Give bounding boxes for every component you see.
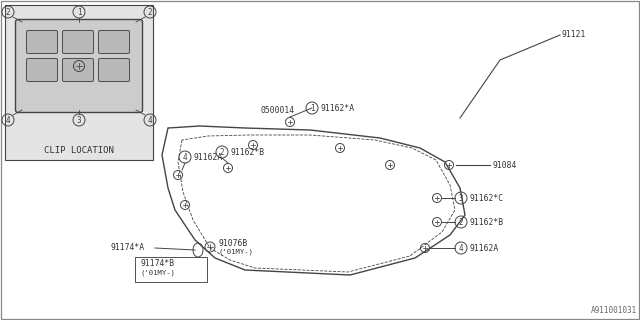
- Text: 2: 2: [459, 218, 463, 227]
- FancyBboxPatch shape: [63, 59, 93, 82]
- FancyBboxPatch shape: [26, 59, 58, 82]
- FancyBboxPatch shape: [99, 30, 129, 53]
- Text: 3: 3: [77, 116, 81, 124]
- Text: 91162*A: 91162*A: [320, 103, 354, 113]
- Text: 91076B: 91076B: [218, 238, 247, 247]
- Text: A911001031: A911001031: [591, 306, 637, 315]
- Text: 2: 2: [6, 7, 10, 17]
- Text: 0500014: 0500014: [260, 106, 294, 115]
- FancyBboxPatch shape: [99, 59, 129, 82]
- Text: 91084: 91084: [492, 161, 516, 170]
- Text: 91174*B: 91174*B: [140, 260, 174, 268]
- Text: 1: 1: [310, 103, 314, 113]
- Text: 91174*A: 91174*A: [110, 243, 144, 252]
- Text: CLIP LOCATION: CLIP LOCATION: [44, 146, 114, 155]
- Bar: [135, 257, 207, 282]
- Text: 2: 2: [220, 148, 224, 156]
- Text: 91121: 91121: [562, 29, 586, 38]
- Text: ('01MY-): ('01MY-): [218, 249, 253, 255]
- Text: 4: 4: [148, 116, 152, 124]
- Text: 91162A: 91162A: [193, 153, 222, 162]
- Text: 91162A: 91162A: [469, 244, 499, 252]
- Text: 2: 2: [148, 7, 152, 17]
- FancyBboxPatch shape: [15, 20, 143, 113]
- Text: 3: 3: [459, 194, 463, 203]
- Text: 91162*B: 91162*B: [469, 218, 503, 227]
- Text: 1: 1: [77, 7, 81, 17]
- Text: 91162*B: 91162*B: [230, 148, 264, 156]
- Text: 4: 4: [182, 153, 188, 162]
- Text: 91162*C: 91162*C: [469, 194, 503, 203]
- Text: 4: 4: [6, 116, 10, 124]
- Text: ('01MY-): ('01MY-): [140, 270, 175, 276]
- Bar: [5, 5, 153, 160]
- FancyBboxPatch shape: [26, 30, 58, 53]
- Text: 4: 4: [459, 244, 463, 252]
- FancyBboxPatch shape: [63, 30, 93, 53]
